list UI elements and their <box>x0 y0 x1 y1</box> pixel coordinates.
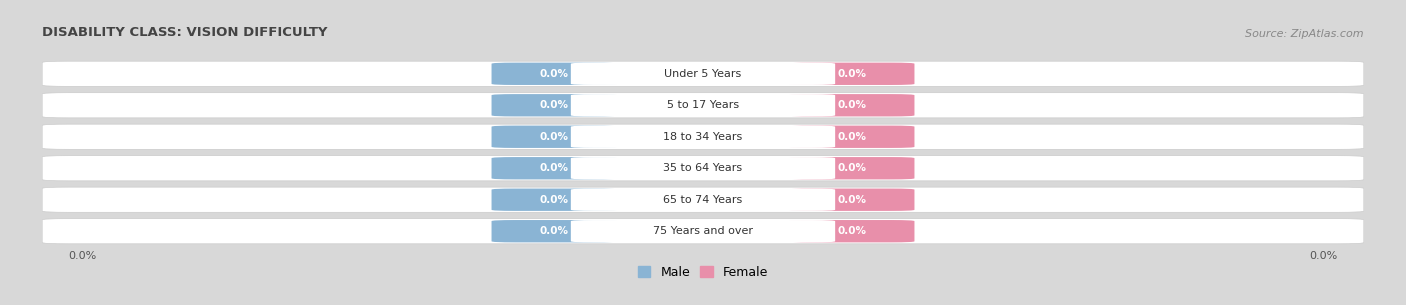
FancyBboxPatch shape <box>789 220 914 242</box>
Text: DISABILITY CLASS: VISION DIFFICULTY: DISABILITY CLASS: VISION DIFFICULTY <box>42 26 328 39</box>
FancyBboxPatch shape <box>492 188 617 211</box>
FancyBboxPatch shape <box>571 126 835 148</box>
Text: 5 to 17 Years: 5 to 17 Years <box>666 100 740 110</box>
FancyBboxPatch shape <box>42 61 1364 86</box>
Text: 0.0%: 0.0% <box>837 132 866 142</box>
Text: 0.0%: 0.0% <box>540 195 569 205</box>
FancyBboxPatch shape <box>789 188 914 211</box>
Text: 0.0%: 0.0% <box>540 69 569 79</box>
FancyBboxPatch shape <box>42 93 1364 118</box>
Text: 0.0%: 0.0% <box>540 100 569 110</box>
Text: Source: ZipAtlas.com: Source: ZipAtlas.com <box>1246 29 1364 39</box>
FancyBboxPatch shape <box>571 94 835 117</box>
Text: 0.0%: 0.0% <box>837 100 866 110</box>
FancyBboxPatch shape <box>42 187 1364 212</box>
FancyBboxPatch shape <box>789 126 914 148</box>
Text: 0.0%: 0.0% <box>837 195 866 205</box>
FancyBboxPatch shape <box>492 157 617 179</box>
Text: 75 Years and over: 75 Years and over <box>652 226 754 236</box>
FancyBboxPatch shape <box>571 63 835 85</box>
FancyBboxPatch shape <box>492 126 617 148</box>
FancyBboxPatch shape <box>789 157 914 179</box>
Text: 65 to 74 Years: 65 to 74 Years <box>664 195 742 205</box>
FancyBboxPatch shape <box>492 94 617 117</box>
Text: 35 to 64 Years: 35 to 64 Years <box>664 163 742 173</box>
Text: 0.0%: 0.0% <box>837 226 866 236</box>
FancyBboxPatch shape <box>571 188 835 211</box>
FancyBboxPatch shape <box>492 220 617 242</box>
Text: 0.0%: 0.0% <box>1309 251 1337 261</box>
FancyBboxPatch shape <box>42 124 1364 149</box>
Legend: Male, Female: Male, Female <box>638 266 768 279</box>
Text: 0.0%: 0.0% <box>540 132 569 142</box>
Text: 0.0%: 0.0% <box>540 226 569 236</box>
Text: 0.0%: 0.0% <box>837 69 866 79</box>
FancyBboxPatch shape <box>42 219 1364 244</box>
Text: 0.0%: 0.0% <box>837 163 866 173</box>
Text: 0.0%: 0.0% <box>540 163 569 173</box>
FancyBboxPatch shape <box>571 220 835 242</box>
Text: Under 5 Years: Under 5 Years <box>665 69 741 79</box>
FancyBboxPatch shape <box>42 156 1364 181</box>
FancyBboxPatch shape <box>789 94 914 117</box>
FancyBboxPatch shape <box>492 63 617 85</box>
Text: 18 to 34 Years: 18 to 34 Years <box>664 132 742 142</box>
Text: 0.0%: 0.0% <box>69 251 97 261</box>
FancyBboxPatch shape <box>571 157 835 179</box>
FancyBboxPatch shape <box>789 63 914 85</box>
